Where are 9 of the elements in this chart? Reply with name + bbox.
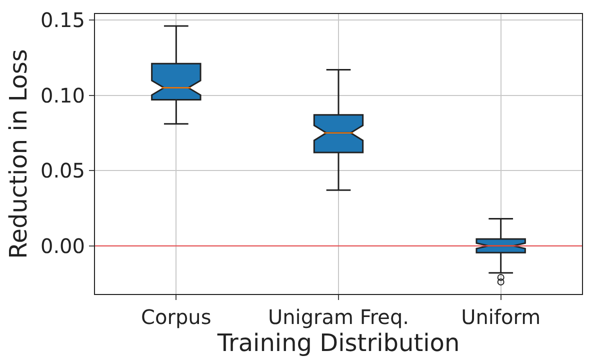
x-tick-label: Unigram Freq. <box>268 305 410 329</box>
y-axis-title: Reduction in Loss <box>4 49 33 259</box>
x-tick-label: Uniform <box>461 305 541 329</box>
x-tick-label: Corpus <box>141 305 212 329</box>
x-axis-title: Training Distribution <box>216 329 460 357</box>
y-tick-label: 0.00 <box>40 234 85 258</box>
y-tick-label: 0.10 <box>40 83 85 108</box>
y-tick-label: 0.15 <box>40 8 85 32</box>
y-tick-label: 0.05 <box>40 158 85 183</box>
